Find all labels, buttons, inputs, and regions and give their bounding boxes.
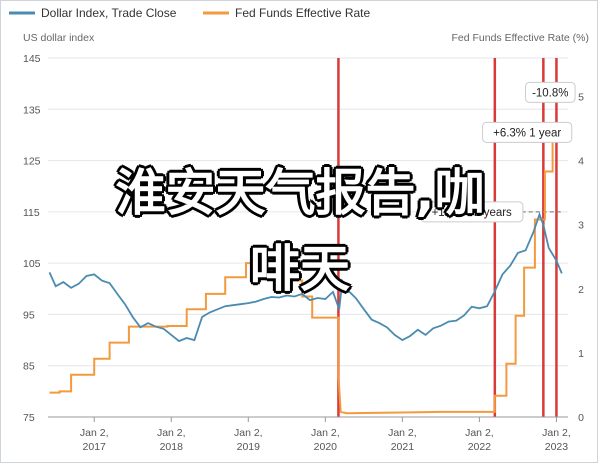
legend[interactable]: Dollar Index, Trade Close Fed Funds Effe… — [9, 6, 371, 20]
grid — [48, 57, 568, 418]
legend-label-fed-funds: Fed Funds Effective Rate — [235, 6, 371, 20]
annotation-label: +12.5% 2 years — [432, 207, 512, 219]
legend-label-dollar-index: Dollar Index, Trade Close — [41, 6, 177, 20]
left-tick-label: 75 — [23, 412, 35, 424]
series-lines — [48, 123, 563, 415]
x-tick-label: Jan 2, — [157, 427, 186, 439]
annotation-box — [420, 201, 524, 223]
x-tick-label: 2021 — [391, 441, 415, 453]
fed-funds-rate-line — [49, 123, 563, 415]
right-tick-label: 4 — [578, 156, 584, 168]
x-tick-label: Jan 2, — [388, 427, 417, 439]
overlay-text-line-1: 淮安天气报告,咖 — [115, 164, 485, 222]
right-tick-label: 3 — [578, 220, 584, 232]
x-tick-label: 2018 — [160, 441, 184, 453]
left-tick-label: 145 — [23, 53, 41, 65]
axes: US dollar index Fed Funds Effective Rate… — [23, 32, 589, 453]
left-tick-label: 115 — [23, 207, 40, 219]
annotation-box — [482, 121, 573, 143]
right-tick-label: 5 — [578, 91, 584, 103]
x-tick-label: Jan 2, — [465, 427, 494, 439]
x-tick-label: 2022 — [468, 441, 492, 453]
left-tick-label: 125 — [23, 156, 41, 168]
annotations: -10.8% +6.3% 1 year +12.5% 2 years — [420, 81, 576, 223]
annotation-label: +6.3% 1 year — [493, 127, 561, 139]
x-tick-label: 2020 — [314, 441, 338, 453]
x-tick-label: 2017 — [83, 441, 107, 453]
x-tick-label: Jan 2, — [80, 427, 109, 439]
annotation-box — [524, 81, 576, 103]
x-tick-label: 2019 — [237, 441, 261, 453]
left-tick-label: 135 — [23, 104, 41, 116]
right-tick-label: 1 — [578, 348, 584, 360]
right-axis-title: Fed Funds Effective Rate (%) — [451, 32, 589, 44]
right-tick-label: 2 — [578, 284, 584, 296]
x-tick-label: Jan 2, — [542, 427, 571, 439]
left-tick-label: 85 — [23, 361, 35, 373]
x-tick-label: Jan 2, — [234, 427, 263, 439]
vertical-markers — [337, 58, 562, 417]
left-tick-label: 105 — [23, 258, 41, 270]
right-tick-label: 0 — [578, 412, 584, 424]
annotation-label: -10.8% — [532, 87, 568, 99]
overlay-text-line-2: 啡天 — [250, 240, 350, 298]
x-tick-label: Jan 2, — [311, 427, 340, 439]
dollar-index-line — [48, 211, 563, 343]
x-tick-label: 2023 — [545, 441, 569, 453]
left-axis-title: US dollar index — [23, 32, 95, 44]
left-tick-label: 95 — [23, 309, 35, 321]
